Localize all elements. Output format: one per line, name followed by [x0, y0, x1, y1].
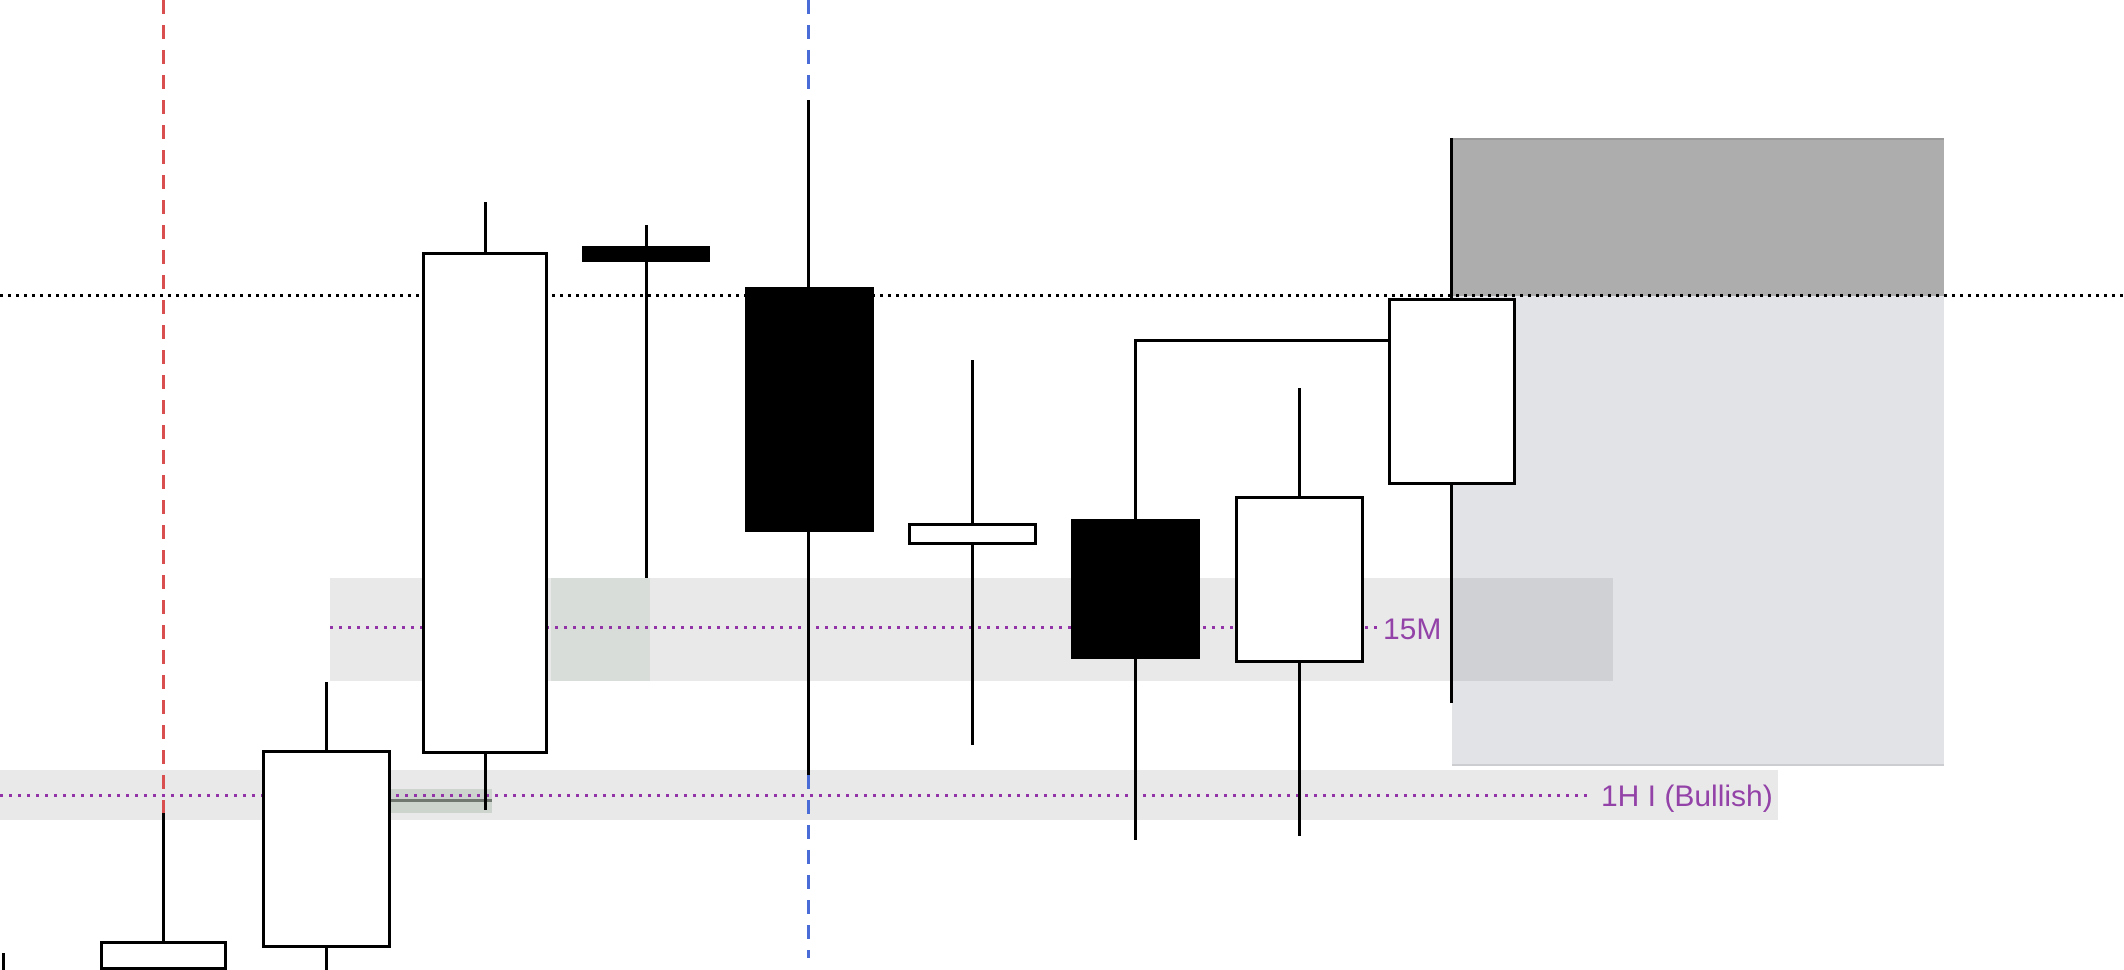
- candle-1-wick: [162, 813, 165, 941]
- candle-9-wick: [1450, 485, 1453, 703]
- candle-9-wick: [1450, 138, 1453, 298]
- candle-2-body: [262, 750, 391, 948]
- refline-anchor-red[interactable]: [162, 0, 165, 941]
- candle-3-body: [422, 252, 548, 754]
- candle-6-wick: [971, 545, 974, 745]
- refline-orderblock-mid[interactable]: [391, 799, 492, 802]
- candle-8-body: [1235, 496, 1364, 663]
- candle-9-body: [1388, 298, 1516, 485]
- candle-8-wick: [1298, 663, 1301, 836]
- candle-8-wick: [1298, 388, 1301, 496]
- candle-5-wick: [807, 532, 810, 775]
- candle-5-body: [745, 287, 874, 532]
- candle-4-wick: [645, 225, 648, 246]
- candle-6-body: [908, 523, 1037, 545]
- candle-0-wick: [2, 953, 5, 970]
- label-1h-i-bullish[interactable]: 1H I (Bullish): [1601, 780, 1773, 813]
- refline-1h-level[interactable]: [0, 794, 1593, 797]
- candle-7-wick: [1134, 340, 1137, 519]
- candle-6-wick: [971, 360, 974, 523]
- candle-7-wick: [1134, 659, 1137, 840]
- candle-2-wick: [325, 948, 328, 970]
- zone-orderblock-15m[interactable]: [551, 578, 650, 681]
- zone-supply-box[interactable]: [1452, 138, 1944, 296]
- candle-7-body: [1071, 519, 1200, 659]
- candle-1-body: [100, 941, 227, 970]
- candle-4-body: [582, 246, 710, 262]
- candle-2-wick: [325, 682, 328, 750]
- refline-level-black[interactable]: [0, 294, 2124, 297]
- candle-3-wick: [484, 202, 487, 252]
- refline-15m-level[interactable]: [330, 626, 1377, 629]
- zone-demand-box[interactable]: [1452, 296, 1944, 766]
- candle-4-wick: [645, 262, 648, 578]
- candle-3-wick: [484, 754, 487, 810]
- refline-structure[interactable]: [1134, 339, 1390, 342]
- candle-5-wick: [807, 100, 810, 287]
